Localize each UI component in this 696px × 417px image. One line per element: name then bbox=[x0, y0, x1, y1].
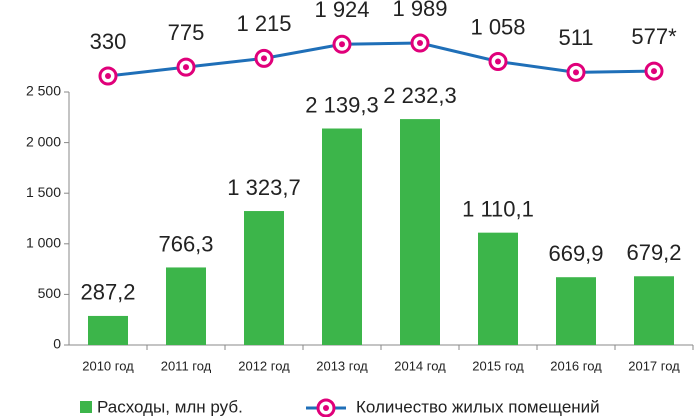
marker-dot bbox=[183, 64, 189, 71]
x-tick-label: 2011 год bbox=[161, 358, 212, 373]
bar bbox=[166, 267, 206, 345]
x-tick-label: 2015 год bbox=[472, 358, 524, 373]
line-label: 511 bbox=[558, 25, 593, 50]
bar-label: 1 110,1 bbox=[462, 196, 534, 221]
y-tick-label: 1 500 bbox=[26, 184, 61, 200]
line-label: 1 989 bbox=[392, 0, 447, 21]
marker-dot bbox=[573, 69, 579, 76]
y-tick-label: 0 bbox=[53, 336, 61, 352]
x-tick-label: 2017 год bbox=[628, 358, 680, 373]
y-tick-label: 2 000 bbox=[26, 133, 61, 149]
bar bbox=[400, 119, 440, 345]
marker-dot bbox=[105, 73, 111, 79]
bar bbox=[556, 277, 596, 345]
y-tick-label: 500 bbox=[38, 285, 62, 301]
bar-label: 679,2 bbox=[626, 240, 681, 265]
line bbox=[107, 41, 655, 78]
bar bbox=[244, 211, 284, 345]
marker-dot bbox=[495, 58, 501, 65]
x-tick-label: 2012 год bbox=[238, 358, 290, 373]
line-label: 577* bbox=[631, 24, 677, 49]
legend-swatch bbox=[80, 401, 92, 413]
marker-dot bbox=[651, 68, 657, 75]
bar-label: 1 323,7 bbox=[227, 175, 300, 200]
legend-marker-dot bbox=[323, 405, 329, 411]
x-tick-label: 2013 год bbox=[316, 358, 368, 373]
bar-label: 766,3 bbox=[158, 231, 213, 256]
marker-dot bbox=[417, 40, 423, 46]
bar-label: 2 232,3 bbox=[383, 83, 456, 108]
bar bbox=[634, 276, 674, 345]
x-tick-label: 2016 год bbox=[550, 358, 602, 373]
line-label: 1 924 bbox=[314, 0, 369, 22]
bar-label: 287,2 bbox=[80, 280, 135, 305]
line-label: 1 058 bbox=[470, 14, 525, 39]
bar-label: 2 139,3 bbox=[305, 92, 378, 117]
marker-dot bbox=[339, 41, 345, 48]
line-label: 1 215 bbox=[236, 11, 291, 36]
line-label: 775 bbox=[168, 20, 205, 45]
bar-label: 669,9 bbox=[548, 241, 603, 266]
line-label: 330 bbox=[90, 29, 127, 54]
marker-dot bbox=[261, 55, 267, 62]
bar bbox=[322, 128, 362, 345]
y-tick-label: 1 000 bbox=[26, 235, 61, 251]
legend-label: Расходы, млн руб. bbox=[97, 397, 243, 416]
bar bbox=[88, 315, 128, 345]
y-tick-label: 2 500 bbox=[26, 83, 61, 99]
x-tick-label: 2014 год bbox=[394, 358, 446, 373]
legend-label: Количество жилых помещений bbox=[356, 397, 600, 416]
bar bbox=[478, 232, 518, 345]
x-tick-label: 2010 год bbox=[82, 358, 134, 373]
